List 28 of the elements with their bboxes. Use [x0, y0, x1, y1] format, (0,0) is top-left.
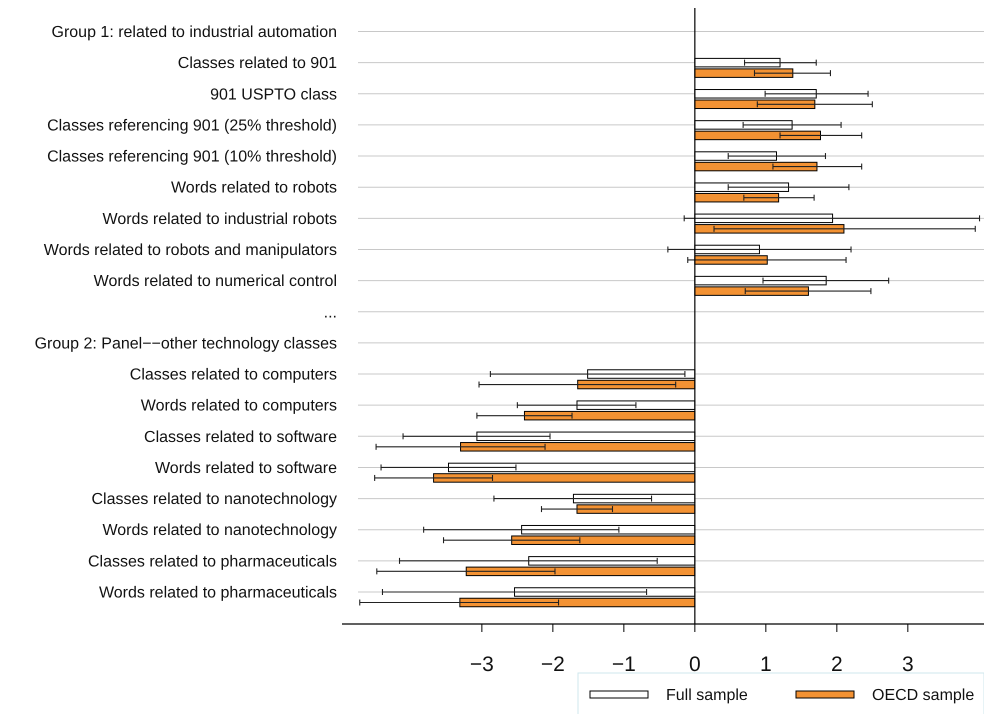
x-tick-label: 1 [760, 653, 772, 676]
y-tick-label: Words related to robots [170, 180, 337, 197]
y-tick-label: Group 1: related to industrial automation [52, 24, 337, 41]
x-tick-label: 3 [902, 653, 914, 676]
y-tick-label: Classes referencing 901 (25% threshold) [47, 117, 337, 134]
y-tick-label: 901 USPTO class [210, 86, 337, 104]
y-tick-label: Words related to robots and manipulators [44, 242, 337, 259]
y-tick-label: Classes related to 901 [178, 55, 338, 72]
y-tick-label: Words related to numerical control [94, 273, 337, 290]
y-tick-label: Classes related to software [144, 428, 338, 446]
legend-label: Full sample [666, 687, 748, 704]
legend-label: OECD sample [872, 687, 974, 704]
x-tick-label: −2 [540, 653, 565, 676]
y-tick-label: Classes related to nanotechnology [92, 491, 337, 508]
y-tick-label: Classes related to pharmaceuticals [88, 553, 337, 570]
y-tick-label: Words related to pharmaceuticals [98, 584, 337, 602]
y-tick-label: Group 2: Panel−−other technology classes [34, 335, 337, 352]
x-tick-label: −1 [612, 653, 636, 676]
y-tick-label: Words related to computers [140, 398, 337, 415]
y-tick-label: Words related to software [154, 460, 338, 477]
y-tick-label: Words related to nanotechnology [102, 522, 337, 540]
x-tick-label: 0 [689, 653, 701, 676]
y-tick-label: Classes related to computers [130, 366, 337, 384]
y-tick-label: Classes referencing 901 (10% threshold) [47, 148, 337, 166]
x-tick-label: 2 [830, 653, 843, 676]
y-tick-label: Words related to industrial robots [102, 210, 337, 228]
x-tick-label: −3 [470, 653, 494, 676]
y-tick-label: ... [324, 304, 337, 322]
